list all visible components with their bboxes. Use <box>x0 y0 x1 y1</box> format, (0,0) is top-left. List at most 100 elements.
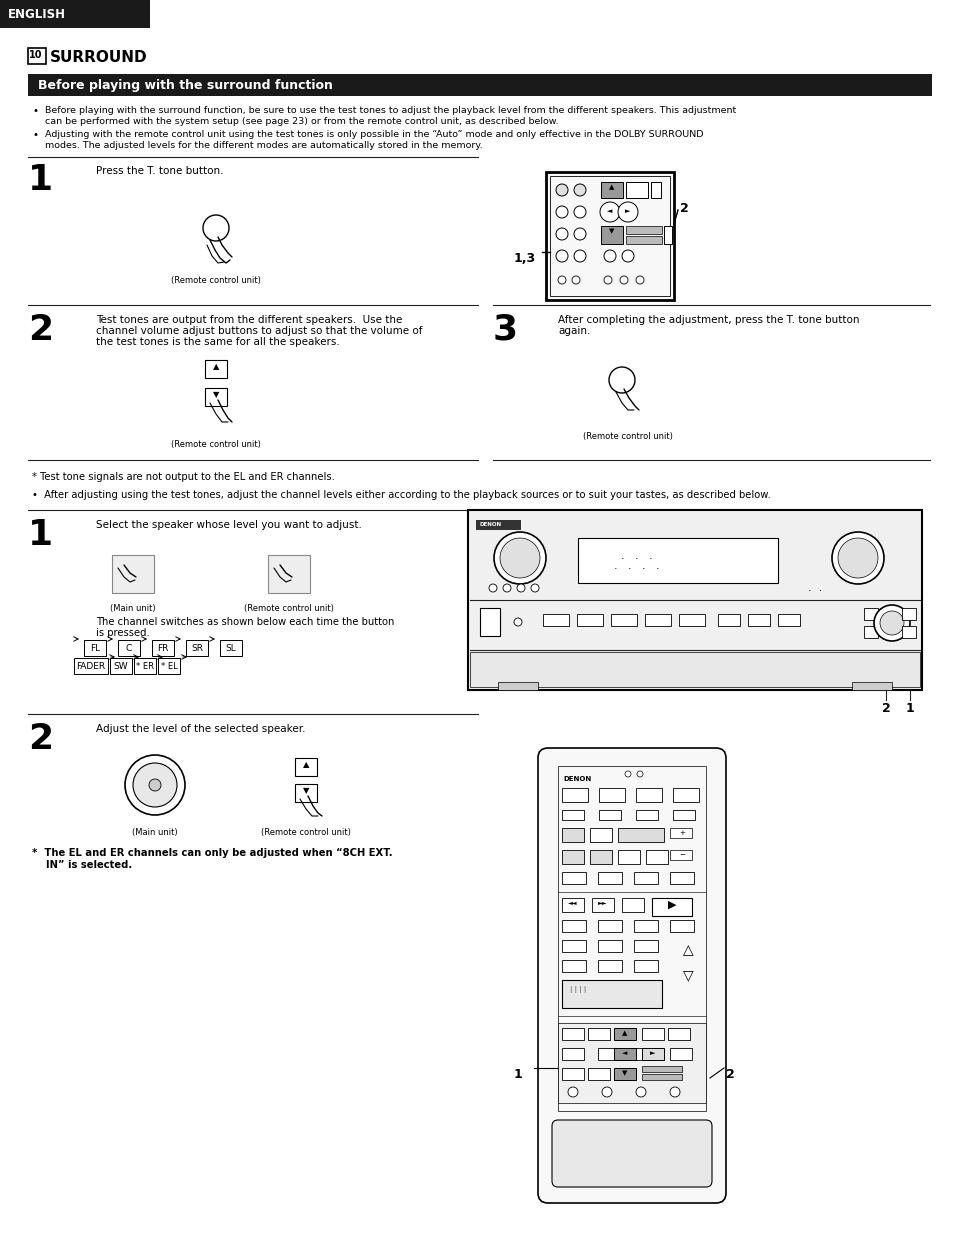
Text: Adjusting with the remote control unit using the test tones is only possible in : Adjusting with the remote control unit u… <box>45 130 702 139</box>
Text: ·: · <box>635 554 639 564</box>
Bar <box>497 682 537 690</box>
Bar <box>561 850 583 863</box>
Bar <box>598 920 621 931</box>
Text: ◄◄: ◄◄ <box>568 901 578 905</box>
Bar <box>158 658 180 674</box>
Bar <box>618 850 639 863</box>
Text: ▽: ▽ <box>682 969 693 982</box>
Bar <box>634 920 658 931</box>
Bar <box>110 658 132 674</box>
Circle shape <box>567 1087 578 1097</box>
Text: ·: · <box>641 564 645 574</box>
Circle shape <box>669 1087 679 1097</box>
Text: ▼: ▼ <box>302 785 309 795</box>
Bar <box>205 388 227 406</box>
FancyBboxPatch shape <box>552 1119 711 1188</box>
Bar <box>476 520 520 529</box>
Circle shape <box>619 276 627 285</box>
Circle shape <box>489 584 497 593</box>
Text: 3: 3 <box>493 313 517 348</box>
Text: SURROUND: SURROUND <box>50 49 148 66</box>
Bar <box>468 510 921 690</box>
Circle shape <box>873 605 909 641</box>
Bar <box>634 872 658 884</box>
Text: 2: 2 <box>28 722 53 756</box>
Text: ►►: ►► <box>598 901 607 905</box>
Bar <box>672 810 695 820</box>
Text: DENON: DENON <box>562 776 591 782</box>
Bar <box>74 658 108 674</box>
Text: ►: ► <box>624 208 630 214</box>
Bar <box>545 172 673 301</box>
Text: +: + <box>679 830 684 836</box>
Text: (Remote control unit): (Remote control unit) <box>171 440 261 449</box>
Bar <box>133 658 156 674</box>
Bar <box>294 758 316 776</box>
Bar <box>577 614 602 626</box>
Bar <box>561 1048 583 1060</box>
Bar <box>268 555 310 593</box>
Text: ▲: ▲ <box>621 1030 627 1037</box>
Text: 2: 2 <box>725 1068 734 1081</box>
Bar <box>747 614 769 626</box>
Bar <box>625 236 661 244</box>
Bar <box>561 828 583 842</box>
Circle shape <box>556 207 567 218</box>
Bar <box>561 940 585 952</box>
Circle shape <box>636 1087 645 1097</box>
Text: FR: FR <box>157 644 169 653</box>
Circle shape <box>514 618 521 626</box>
Text: Before playing with the surround function: Before playing with the surround functio… <box>38 79 333 92</box>
Text: •  After adjusting using the test tones, adjust the channel levels either accord: • After adjusting using the test tones, … <box>32 490 770 500</box>
Text: SR: SR <box>191 644 203 653</box>
Bar <box>778 614 800 626</box>
Text: Before playing with the surround function, be sure to use the test tones to adju: Before playing with the surround functio… <box>45 106 736 115</box>
Circle shape <box>132 763 177 807</box>
Bar <box>28 48 46 64</box>
Text: 1: 1 <box>28 518 53 552</box>
Circle shape <box>502 584 511 593</box>
Bar <box>294 784 316 802</box>
Circle shape <box>601 1087 612 1097</box>
Bar <box>669 850 691 860</box>
Bar <box>589 828 612 842</box>
Circle shape <box>621 250 634 262</box>
Bar <box>28 74 931 96</box>
Bar <box>672 788 699 802</box>
FancyBboxPatch shape <box>552 282 667 301</box>
Circle shape <box>574 228 585 240</box>
Bar <box>901 609 915 620</box>
Text: 1,3: 1,3 <box>514 252 536 265</box>
Bar <box>598 960 621 972</box>
Bar <box>645 850 667 863</box>
Circle shape <box>599 202 619 221</box>
Bar <box>578 538 778 583</box>
Text: ·: · <box>648 554 652 564</box>
Circle shape <box>837 538 877 578</box>
Bar <box>641 1048 663 1060</box>
Bar <box>220 640 242 656</box>
Text: (Main unit): (Main unit) <box>132 828 177 837</box>
Text: Test tones are output from the different speakers.  Use the: Test tones are output from the different… <box>96 315 402 325</box>
Text: ◄: ◄ <box>621 1050 627 1056</box>
Bar <box>650 182 660 198</box>
Text: Select the speaker whose level you want to adjust.: Select the speaker whose level you want … <box>96 520 361 529</box>
Bar <box>641 1066 681 1072</box>
Circle shape <box>603 276 612 285</box>
Text: ·: · <box>620 554 624 564</box>
Circle shape <box>531 584 538 593</box>
Circle shape <box>149 779 161 790</box>
Bar <box>610 614 637 626</box>
Bar <box>621 898 643 912</box>
Bar <box>587 1028 609 1040</box>
Text: ENGLISH: ENGLISH <box>8 7 66 21</box>
Text: (Main unit): (Main unit) <box>111 604 155 614</box>
Text: ▼: ▼ <box>621 1070 627 1076</box>
Bar <box>205 360 227 379</box>
Bar <box>641 1028 663 1040</box>
Text: Adjust the level of the selected speaker.: Adjust the level of the selected speaker… <box>96 724 305 734</box>
Bar <box>669 872 693 884</box>
Bar <box>669 828 691 837</box>
Bar <box>587 1068 609 1080</box>
Bar <box>669 1048 691 1060</box>
